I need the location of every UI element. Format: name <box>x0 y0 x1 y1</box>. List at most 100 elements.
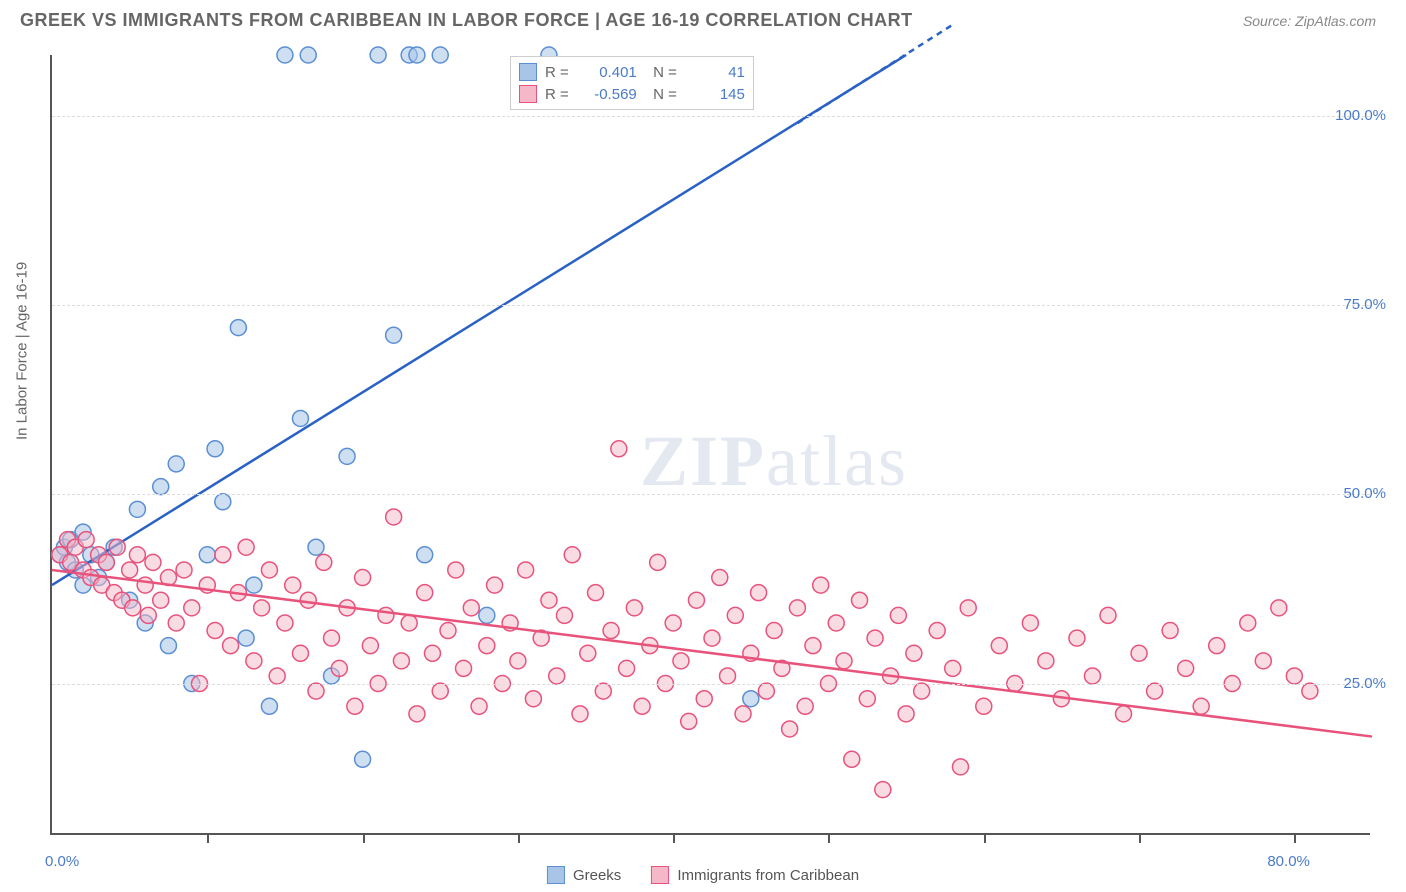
data-point <box>758 683 774 699</box>
data-point <box>844 751 860 767</box>
data-point <box>168 456 184 472</box>
legend-swatch <box>519 85 537 103</box>
data-point <box>1240 615 1256 631</box>
data-point <box>238 630 254 646</box>
data-point <box>145 554 161 570</box>
data-point <box>199 547 215 563</box>
data-point <box>805 638 821 654</box>
data-point <box>681 713 697 729</box>
data-point <box>867 630 883 646</box>
series-legend-item: Immigrants from Caribbean <box>651 866 859 884</box>
gridline <box>52 116 1370 117</box>
data-point <box>797 698 813 714</box>
legend-r-label: R = <box>545 64 569 81</box>
data-point <box>688 592 704 608</box>
data-point <box>386 509 402 525</box>
y-tick-label: 100.0% <box>1335 107 1386 124</box>
data-point <box>401 615 417 631</box>
data-point <box>129 547 145 563</box>
data-point <box>1162 623 1178 639</box>
data-point <box>712 570 728 586</box>
data-point <box>153 479 169 495</box>
data-point <box>109 539 125 555</box>
chart-header: GREEK VS IMMIGRANTS FROM CARIBBEAN IN LA… <box>0 0 1406 41</box>
data-point <box>1178 660 1194 676</box>
data-point <box>215 494 231 510</box>
data-point <box>355 751 371 767</box>
data-point <box>976 698 992 714</box>
data-point <box>153 592 169 608</box>
data-point <box>906 645 922 661</box>
data-point <box>254 600 270 616</box>
data-point <box>215 547 231 563</box>
data-point <box>292 645 308 661</box>
data-point <box>207 623 223 639</box>
data-point <box>673 653 689 669</box>
data-point <box>122 562 138 578</box>
data-point <box>696 691 712 707</box>
data-point <box>355 570 371 586</box>
x-tick <box>518 833 520 843</box>
data-point <box>952 759 968 775</box>
data-point <box>137 577 153 593</box>
legend-n-value: 145 <box>685 86 745 103</box>
data-point <box>331 660 347 676</box>
data-point <box>1255 653 1271 669</box>
data-point <box>409 47 425 63</box>
x-tick <box>207 833 209 843</box>
data-point <box>720 668 736 684</box>
data-point <box>432 47 448 63</box>
data-point <box>510 653 526 669</box>
data-point <box>1069 630 1085 646</box>
data-point <box>588 585 604 601</box>
x-tick <box>1139 833 1141 843</box>
x-tick-label: 80.0% <box>1267 853 1310 870</box>
data-point <box>1131 645 1147 661</box>
data-point <box>1193 698 1209 714</box>
correlation-legend-row: R =0.401 N =41 <box>519 61 745 83</box>
data-point <box>611 441 627 457</box>
gridline <box>52 305 1370 306</box>
data-point <box>525 691 541 707</box>
data-point <box>471 698 487 714</box>
series-legend-label: Immigrants from Caribbean <box>677 867 859 884</box>
data-point <box>626 600 642 616</box>
x-tick-label: 0.0% <box>45 853 79 870</box>
data-point <box>580 645 596 661</box>
data-point <box>1038 653 1054 669</box>
data-point <box>479 638 495 654</box>
legend-swatch <box>519 63 537 81</box>
data-point <box>129 501 145 517</box>
data-point <box>1100 607 1116 623</box>
data-point <box>960 600 976 616</box>
data-point <box>448 562 464 578</box>
data-point <box>1302 683 1318 699</box>
data-point <box>230 320 246 336</box>
legend-r-value: -0.569 <box>577 86 637 103</box>
series-legend-label: Greeks <box>573 867 621 884</box>
data-point <box>898 706 914 722</box>
data-point <box>339 448 355 464</box>
correlation-legend: R =0.401 N =41R =-0.569 N =145 <box>510 56 754 110</box>
data-point <box>347 698 363 714</box>
data-point <box>1271 600 1287 616</box>
data-point <box>890 607 906 623</box>
data-point <box>487 577 503 593</box>
data-point <box>1116 706 1132 722</box>
x-tick <box>828 833 830 843</box>
data-point <box>875 782 891 798</box>
data-point <box>1084 668 1100 684</box>
data-point <box>78 532 94 548</box>
data-point <box>176 562 192 578</box>
x-tick <box>1294 833 1296 843</box>
data-point <box>914 683 930 699</box>
data-point <box>549 668 565 684</box>
scatter-plot-svg <box>52 55 1370 833</box>
data-point <box>603 623 619 639</box>
data-point <box>859 691 875 707</box>
data-point <box>324 630 340 646</box>
x-tick <box>673 833 675 843</box>
data-point <box>751 585 767 601</box>
data-point <box>564 547 580 563</box>
gridline <box>52 684 1370 685</box>
